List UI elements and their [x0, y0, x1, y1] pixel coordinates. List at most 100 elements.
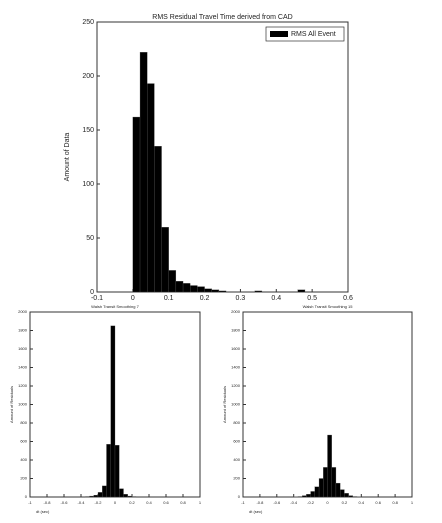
x-tick-label: -0.1 — [91, 295, 103, 302]
bar — [314, 486, 320, 498]
bar — [114, 445, 120, 498]
bar — [168, 270, 177, 293]
y-tick-label: 800 — [20, 420, 27, 425]
legend-swatch — [270, 31, 288, 37]
x-tick-label: -0.8 — [256, 500, 264, 505]
bar — [127, 495, 133, 498]
x-tick-label: 0.5 — [307, 295, 317, 302]
y-tick-label: 1400 — [18, 365, 28, 370]
bar — [106, 444, 111, 498]
chart-title: Walsh Transit Smoothing 15 — [303, 304, 354, 309]
y-tick-label: 150 — [82, 127, 94, 134]
y-tick-label: 1200 — [18, 383, 28, 388]
bar — [190, 285, 198, 293]
legend-box — [265, 26, 345, 42]
bar — [89, 495, 94, 498]
y-tick-label: 0 — [238, 494, 241, 499]
x-tick-label: -1 — [241, 500, 245, 505]
chart-title: Walsh Transit Smoothing 7 — [91, 304, 139, 309]
x-tick-label: 0.1 — [164, 295, 174, 302]
bar — [218, 290, 227, 293]
bar — [318, 478, 324, 498]
bar — [348, 495, 353, 498]
y-tick-label: 1600 — [18, 346, 28, 351]
x-tick-label: 0.4 — [271, 295, 281, 302]
bar — [147, 83, 155, 293]
y-tick-label: 250 — [82, 19, 94, 26]
bar — [175, 281, 184, 293]
bar — [323, 467, 328, 498]
x-tick-label: -1 — [28, 500, 32, 505]
x-tick-label: 0.2 — [342, 500, 348, 505]
y-tick-label: 800 — [233, 420, 240, 425]
y-tick-label: 1000 — [18, 402, 28, 407]
bar — [335, 482, 341, 498]
bar — [161, 227, 169, 293]
bar — [123, 494, 128, 498]
y-axis-label: Amount of Data — [64, 133, 71, 182]
x-tick-label: -0.6 — [273, 500, 281, 505]
y-tick-label: 200 — [233, 476, 240, 481]
bar — [119, 488, 124, 498]
bar — [211, 289, 220, 293]
bar — [204, 288, 212, 293]
y-tick-label: 100 — [82, 181, 94, 188]
y-tick-label: 1800 — [231, 328, 241, 333]
bar — [97, 492, 103, 498]
y-tick-label: 2000 — [18, 309, 28, 314]
y-tick-label: 600 — [233, 439, 240, 444]
y-tick-label: 600 — [20, 439, 27, 444]
x-tick-label: -0.2 — [307, 500, 315, 505]
x-tick-label: -0.6 — [61, 500, 69, 505]
y-tick-label: 2000 — [231, 309, 241, 314]
x-tick-label: -0.4 — [78, 500, 86, 505]
bar — [154, 146, 162, 293]
y-tick-label: 400 — [233, 457, 240, 462]
x-tick-label: 0 — [114, 500, 117, 505]
bar — [340, 489, 345, 498]
y-axis-label: Amount of Residuals — [222, 386, 227, 423]
y-tick-label: 0 — [90, 289, 94, 296]
chart-title: RMS Residual Travel Time derived from CA… — [152, 14, 292, 21]
bar — [306, 494, 311, 498]
x-axis-label: dt (sec) — [36, 509, 50, 514]
y-tick-label: 200 — [82, 73, 94, 80]
bar — [93, 494, 99, 498]
y-axis-label: Amount of Residuals — [9, 386, 14, 423]
bar — [344, 493, 349, 498]
x-tick-label: 0.6 — [163, 500, 169, 505]
x-tick-label: -0.2 — [95, 500, 103, 505]
bar — [297, 289, 306, 293]
legend-label: RMS All Event — [291, 31, 336, 38]
y-tick-label: 200 — [20, 476, 27, 481]
x-tick-label: 0 — [131, 295, 135, 302]
x-tick-label: -0.4 — [290, 500, 298, 505]
y-tick-label: 1600 — [231, 346, 241, 351]
bar — [132, 116, 141, 293]
bar — [331, 467, 337, 498]
bar — [139, 52, 148, 293]
x-tick-label: 1 — [411, 500, 414, 505]
y-tick-label: 1000 — [231, 402, 241, 407]
x-tick-label: 0.3 — [236, 295, 246, 302]
bar — [110, 325, 116, 498]
x-tick-label: 0.6 — [375, 500, 381, 505]
x-tick-label: 0.8 — [392, 500, 398, 505]
y-tick-label: 1800 — [18, 328, 28, 333]
x-axis-label: dt (sec) — [249, 509, 263, 514]
y-tick-label: 1400 — [231, 365, 241, 370]
bar — [310, 491, 315, 498]
y-tick-label: 400 — [20, 457, 27, 462]
bar — [197, 286, 205, 293]
bar — [182, 283, 191, 293]
bar — [327, 434, 332, 498]
bar — [254, 290, 263, 293]
x-tick-label: 0.4 — [359, 500, 365, 505]
bar — [102, 485, 107, 498]
bar — [301, 495, 307, 498]
x-tick-label: 0.2 — [200, 295, 210, 302]
y-tick-label: 0 — [25, 494, 28, 499]
x-tick-label: 0.4 — [146, 500, 152, 505]
x-tick-label: 0.6 — [343, 295, 353, 302]
